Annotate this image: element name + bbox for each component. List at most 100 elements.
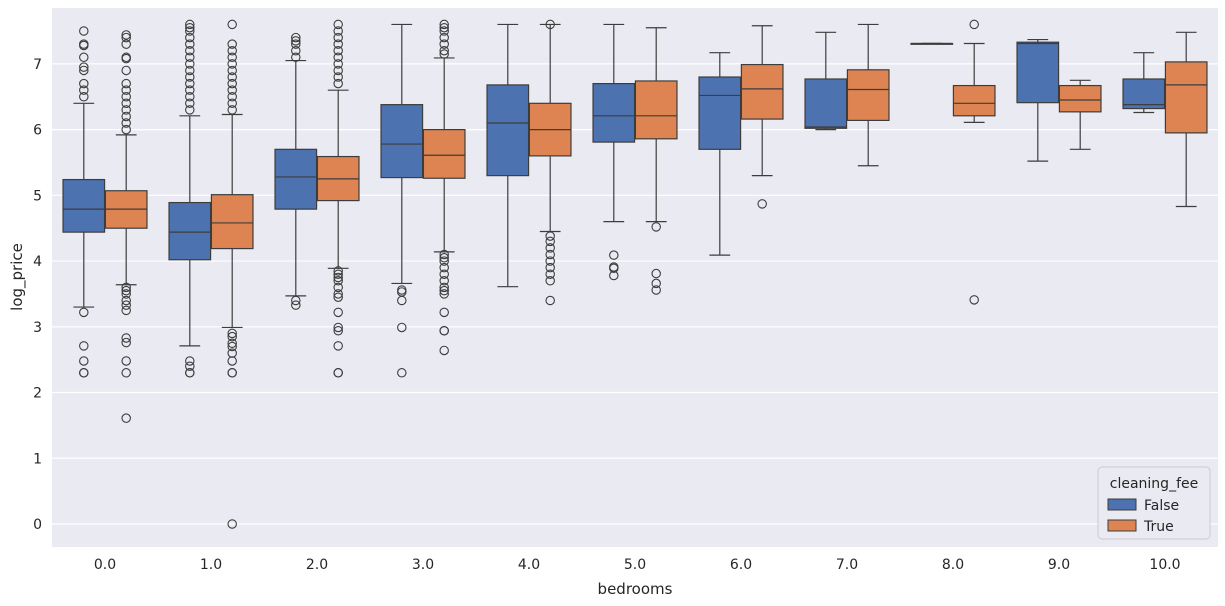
outlier-point bbox=[185, 368, 195, 378]
box-group bbox=[1122, 52, 1166, 114]
legend-label-true: True bbox=[1143, 519, 1174, 535]
box-group bbox=[486, 23, 530, 288]
outlier-point bbox=[121, 285, 131, 296]
outlier-point bbox=[333, 289, 343, 299]
x-axis-ticks: 0.0 1.0 2.0 3.0 4.0 5.0 6.0 7.0 8.0 9.0 10.0 bbox=[94, 557, 1181, 573]
box-group bbox=[1016, 38, 1060, 162]
outlier-point bbox=[439, 49, 449, 59]
outlier-point bbox=[227, 45, 237, 56]
x-tick-label: 6.0 bbox=[730, 557, 752, 573]
outlier-point bbox=[121, 32, 131, 43]
outlier-point bbox=[185, 26, 195, 36]
y-tick-label: 3 bbox=[33, 320, 42, 336]
x-tick-label: 3.0 bbox=[412, 557, 434, 573]
x-tick-label: 4.0 bbox=[518, 557, 540, 573]
outlier-point bbox=[291, 295, 301, 306]
outlier-point bbox=[333, 19, 343, 30]
outlier-point bbox=[121, 105, 131, 115]
outlier-point bbox=[333, 272, 343, 283]
outlier-point bbox=[333, 59, 343, 69]
outlier-point bbox=[439, 282, 449, 293]
y-tick-label: 5 bbox=[33, 188, 42, 204]
outlier-point bbox=[969, 295, 979, 305]
legend: cleaning_fee False True bbox=[1097, 466, 1211, 540]
outlier-point bbox=[185, 361, 195, 371]
outlier-point bbox=[121, 333, 131, 343]
outlier-point bbox=[439, 39, 449, 49]
box-group bbox=[804, 31, 848, 131]
outlier-point bbox=[397, 295, 407, 306]
outlier-point bbox=[121, 356, 131, 366]
outlier-point bbox=[227, 331, 237, 342]
box bbox=[1122, 78, 1166, 110]
outlier-point bbox=[121, 111, 131, 122]
legend-label-false: False bbox=[1144, 498, 1179, 514]
outlier-point bbox=[291, 39, 301, 49]
box bbox=[62, 178, 106, 233]
box-group bbox=[316, 19, 360, 378]
box bbox=[1164, 61, 1208, 134]
outlier-point bbox=[185, 52, 195, 63]
outlier-point bbox=[121, 78, 131, 89]
outlier-point bbox=[439, 45, 449, 56]
outlier-point bbox=[969, 19, 979, 30]
legend-swatch-true bbox=[1107, 519, 1137, 532]
box-group bbox=[168, 19, 212, 378]
box-group bbox=[422, 19, 466, 356]
outlier-point bbox=[227, 105, 237, 115]
outlier-point bbox=[545, 231, 555, 241]
outlier-point bbox=[227, 85, 237, 95]
box bbox=[740, 63, 784, 120]
outlier-point bbox=[227, 91, 237, 102]
outlier-point bbox=[291, 45, 301, 56]
x-tick-label: 8.0 bbox=[942, 557, 964, 573]
outlier-point bbox=[227, 65, 237, 76]
outlier-point bbox=[439, 32, 449, 43]
legend-title: cleaning_fee bbox=[1110, 476, 1198, 492]
outlier-point bbox=[121, 368, 131, 378]
x-axis-label: bedrooms bbox=[598, 580, 673, 598]
outlier-point bbox=[333, 72, 343, 82]
outlier-point bbox=[333, 32, 343, 43]
outlier-point bbox=[185, 356, 195, 366]
outlier-point bbox=[545, 236, 555, 247]
outlier-point bbox=[227, 59, 237, 69]
outlier-point bbox=[651, 285, 661, 295]
legend-swatch-false bbox=[1107, 498, 1137, 511]
outlier-point bbox=[121, 53, 131, 64]
outlier-point bbox=[185, 78, 195, 89]
outlier-point bbox=[79, 78, 89, 89]
outlier-point bbox=[333, 276, 343, 286]
outlier-point bbox=[439, 253, 449, 263]
outlier-point bbox=[227, 98, 237, 109]
outlier-point bbox=[333, 266, 343, 276]
outlier-point bbox=[227, 328, 237, 339]
box-group bbox=[846, 23, 890, 167]
outlier-point bbox=[545, 262, 555, 273]
outlier-point bbox=[185, 105, 195, 115]
outlier-point bbox=[185, 19, 195, 30]
y-axis-label: log_price bbox=[8, 243, 27, 311]
outlier-point bbox=[79, 356, 89, 366]
y-tick-label: 1 bbox=[33, 451, 42, 467]
outlier-point bbox=[545, 256, 555, 266]
gridlines bbox=[52, 63, 1218, 525]
outlier-point bbox=[291, 300, 301, 310]
box-group bbox=[952, 19, 996, 305]
box-group bbox=[698, 52, 742, 256]
outlier-point bbox=[79, 65, 89, 76]
outlier-point bbox=[333, 322, 343, 333]
outlier-point bbox=[439, 276, 449, 286]
outlier-point bbox=[227, 368, 237, 378]
outlier-point bbox=[121, 85, 131, 95]
outlier-point bbox=[227, 356, 237, 366]
outlier-point bbox=[121, 305, 131, 316]
outlier-point bbox=[185, 91, 195, 102]
box bbox=[1016, 41, 1060, 104]
box bbox=[1058, 84, 1102, 113]
outlier-point bbox=[757, 199, 767, 209]
outlier-point bbox=[333, 282, 343, 293]
outlier-point bbox=[333, 26, 343, 36]
outlier-point bbox=[545, 243, 555, 253]
